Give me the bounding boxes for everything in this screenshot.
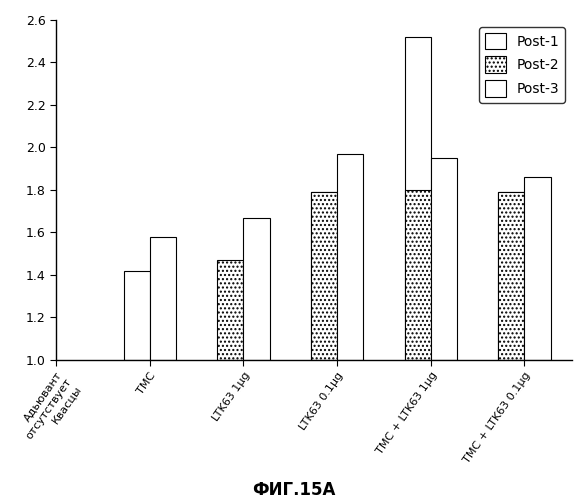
- Bar: [123, 270, 150, 360]
- Bar: [498, 192, 524, 360]
- Bar: [404, 37, 431, 360]
- Bar: [311, 192, 337, 360]
- Bar: [311, 192, 337, 360]
- Bar: [244, 218, 269, 360]
- Bar: [498, 192, 524, 360]
- Bar: [404, 190, 431, 360]
- Bar: [337, 154, 363, 360]
- Bar: [524, 177, 551, 360]
- Bar: [431, 158, 457, 360]
- Bar: [217, 260, 244, 360]
- Bar: [150, 236, 176, 360]
- Text: ФИГ.15A: ФИГ.15A: [252, 481, 335, 499]
- Legend: Post-1, Post-2, Post-3: Post-1, Post-2, Post-3: [479, 27, 565, 103]
